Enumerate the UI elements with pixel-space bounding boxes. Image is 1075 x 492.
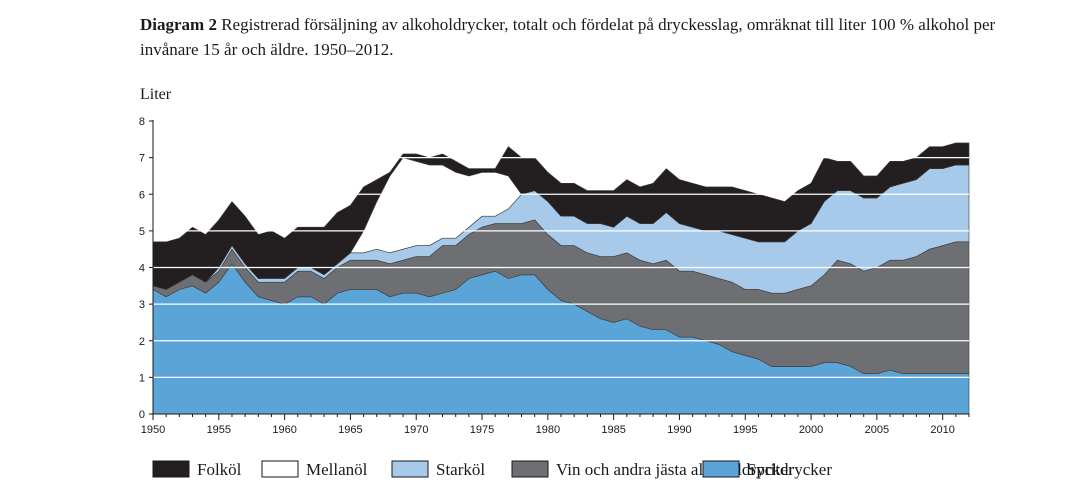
x-tick-label-1990: 1990 <box>667 424 691 436</box>
axes: 0 1 2 3 4 5 6 7 8 1950 1955 1960 1965 1970 1975 1980 198… <box>139 116 970 436</box>
legend-item-spritdrycker: Spritdrycker <box>702 460 832 479</box>
chart-title: Diagram 2 Registrerad försäljning av alk… <box>140 12 1040 62</box>
y-tick-label-6: 6 <box>139 189 145 201</box>
y-tick-label-8: 8 <box>139 116 145 128</box>
legend-swatch-starkol <box>391 460 429 478</box>
legend-item-mellanol: Mellanöl <box>261 460 368 479</box>
legend-swatch-folkol <box>152 460 190 478</box>
y-tick-label-7: 7 <box>139 153 145 165</box>
x-tick-label-1965: 1965 <box>338 424 362 436</box>
legend-swatch-vin-och-andra-jasta-alkoholdrycker <box>511 460 549 478</box>
x-tick-label-1980: 1980 <box>536 424 560 436</box>
x-tick-label-2000: 2000 <box>799 424 823 436</box>
x-tick-label-2005: 2005 <box>865 424 889 436</box>
x-tick-label-1955: 1955 <box>207 424 231 436</box>
legend: Folköl Mellanöl Starköl Vin och andra jästa… <box>152 460 832 479</box>
legend-item-folkol: Folköl <box>152 460 242 479</box>
x-tick-label-1950: 1950 <box>141 424 165 436</box>
y-tick-label-2: 2 <box>139 336 145 348</box>
legend-label-spritdrycker: Spritdrycker <box>747 460 832 479</box>
x-tick-label-1995: 1995 <box>733 424 757 436</box>
y-axis-label: Liter <box>140 86 172 103</box>
x-tick-label-1960: 1960 <box>272 424 296 436</box>
diagram-number: Diagram 2 <box>140 15 217 34</box>
legend-label-mellanol: Mellanöl <box>306 460 368 479</box>
x-tick-label-2010: 2010 <box>930 424 954 436</box>
area-layers <box>152 142 970 415</box>
legend-item-starkol: Starköl <box>391 460 485 479</box>
y-tick-label-3: 3 <box>139 299 145 311</box>
title-text: Registrerad försäljning av alkoholdrycke… <box>140 15 996 59</box>
y-tick-label-5: 5 <box>139 226 145 238</box>
y-tick-label-1: 1 <box>139 372 145 384</box>
gridlines <box>153 120 969 378</box>
x-tick-label-1970: 1970 <box>404 424 428 436</box>
y-tick-label-4: 4 <box>139 263 145 275</box>
legend-swatch-mellanol <box>261 460 299 478</box>
legend-label-folkol: Folköl <box>197 460 242 479</box>
x-tick-label-1985: 1985 <box>601 424 625 436</box>
y-tick-label-0: 0 <box>139 409 145 421</box>
legend-label-starkol: Starköl <box>436 460 485 479</box>
x-tick-label-1975: 1975 <box>470 424 494 436</box>
legend-swatch-spritdrycker <box>702 460 740 478</box>
